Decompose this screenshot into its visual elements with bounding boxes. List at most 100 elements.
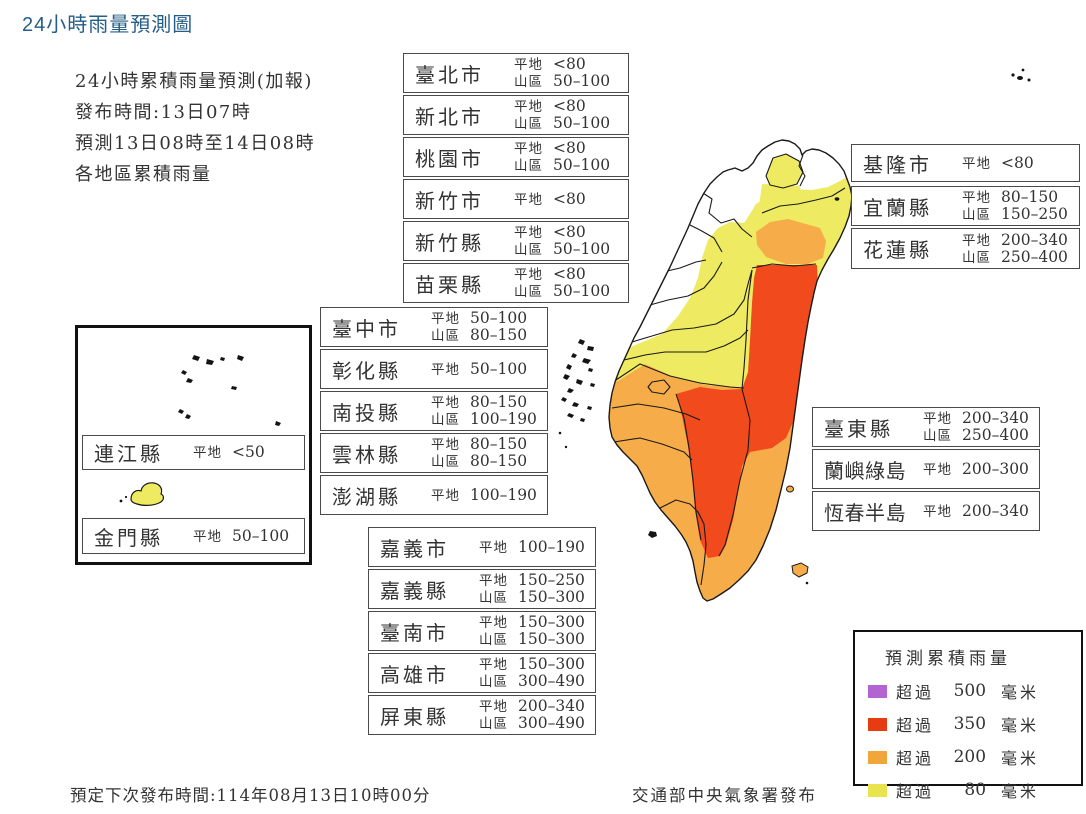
offshore-islands-inset-box — [75, 325, 312, 565]
plain-label: 平地 — [514, 225, 543, 241]
plain-value: 150–250 — [518, 571, 585, 589]
plain-value: 50–100 — [470, 309, 528, 327]
plain-value: 200–300 — [962, 459, 1029, 478]
mountain-label: 山區 — [514, 284, 543, 300]
taiwan-island-outline — [608, 139, 853, 602]
header-line-2: 發布時間:13日07時 — [75, 102, 252, 123]
county-name: 屏東縣 — [380, 704, 449, 729]
legend-value: 200 — [953, 747, 987, 767]
mountain-label: 山區 — [431, 454, 460, 470]
legend-swatch-purple — [868, 684, 887, 698]
mountain-value: 50–100 — [553, 156, 611, 174]
county-name: 臺北市 — [415, 62, 484, 87]
legend-swatch-orange — [868, 750, 887, 764]
plain-label: 平地 — [431, 395, 460, 411]
mountain-label: 山區 — [923, 428, 952, 444]
plain-value: <80 — [553, 265, 586, 283]
plain-value: 200–340 — [962, 409, 1029, 427]
plain-label: 平地 — [479, 539, 508, 556]
county-name: 澎湖縣 — [332, 484, 401, 509]
forecast-box-kinmen: 金門縣 平地 50–100 — [82, 518, 305, 554]
legend-value: 350 — [953, 714, 987, 734]
plain-label: 平地 — [479, 615, 508, 631]
legend-row-80: 超過 80 毫米 — [868, 778, 1081, 802]
mountain-label: 山區 — [479, 674, 508, 690]
legend-unit: 毫米 — [1001, 716, 1040, 735]
county-name: 新竹市 — [415, 188, 484, 213]
county-name: 新北市 — [415, 104, 484, 129]
orchid-island — [791, 562, 809, 578]
mountain-value: 300–490 — [518, 714, 585, 732]
forecast-box-chiayi-county: 嘉義縣 平地 150–250 山區 150–300 — [368, 569, 596, 609]
mountain-value: 150–300 — [518, 588, 585, 606]
county-name: 雲林縣 — [332, 442, 401, 467]
kinmen-island — [130, 482, 165, 506]
county-name: 基隆市 — [863, 152, 932, 177]
forecast-box-yilan: 宜蘭縣 平地 80–150 山區 150–250 — [851, 186, 1080, 226]
legend-swatch-yellow — [868, 783, 887, 797]
county-name: 恆春半島 — [824, 500, 906, 525]
legend-label: 超過 — [896, 749, 935, 768]
forecast-box-pingtung: 屏東縣 平地 200–340 山區 300–490 — [368, 695, 596, 735]
plain-label: 平地 — [193, 528, 222, 545]
county-name: 南投縣 — [332, 400, 401, 425]
plain-label: 平地 — [514, 99, 543, 115]
forecast-box-hsinchu-city: 新竹市 平地 <80 — [403, 179, 629, 219]
mountain-value: 50–100 — [553, 72, 611, 90]
legend-swatch-red — [868, 717, 887, 731]
plain-label: 平地 — [193, 445, 222, 461]
county-name: 臺南市 — [380, 620, 449, 645]
mountain-label: 山區 — [962, 249, 991, 266]
forecast-box-penghu: 澎湖縣 平地 100–190 — [320, 475, 548, 515]
north-islets — [1011, 68, 1031, 82]
rainfall-legend: 預測累積雨量 超過 500 毫米 超過 350 毫米 超過 200 毫米 超過 … — [853, 630, 1083, 801]
plain-label: 平地 — [514, 141, 543, 157]
mountain-value: 150–250 — [1001, 205, 1068, 223]
mountain-value: 50–100 — [553, 114, 611, 132]
plain-label: 平地 — [514, 191, 543, 208]
guishan-island — [834, 197, 840, 201]
plain-value: 150–300 — [518, 655, 585, 673]
plain-label: 平地 — [431, 437, 460, 453]
plain-label: 平地 — [923, 461, 952, 478]
county-name: 蘭嶼綠島 — [824, 458, 906, 483]
mountain-value: 50–100 — [553, 282, 611, 300]
plain-label: 平地 — [962, 232, 991, 249]
plain-label: 平地 — [923, 503, 952, 520]
county-name: 彰化縣 — [332, 358, 401, 383]
legend-row-200: 超過 200 毫米 — [868, 745, 1081, 769]
mountain-label: 山區 — [514, 158, 543, 174]
legend-value: 500 — [953, 681, 987, 701]
plain-label: 平地 — [431, 361, 460, 378]
plain-value: 50–100 — [232, 526, 290, 545]
mountain-value: 80–150 — [470, 452, 528, 470]
forecast-box-chiayi-city: 嘉義市 平地 100–190 — [368, 527, 596, 567]
kinmen-islet — [124, 495, 128, 499]
plain-value: <80 — [1001, 153, 1034, 172]
page-title: 24小時雨量預測圖 — [22, 14, 194, 36]
header-line-1: 24小時累積雨量預測(加報) — [75, 71, 313, 92]
region-fill-taipei-basin — [766, 154, 803, 188]
plain-value: <80 — [553, 223, 586, 241]
forecast-box-keelung: 基隆市 平地 <80 — [851, 144, 1080, 182]
forecast-box-hsinchu-county: 新竹縣 平地 <80 山區 50–100 — [403, 221, 629, 261]
issuer-text: 交通部中央氣象署發布 — [632, 786, 817, 805]
next-release-time: 預定下次發布時間:114年08月13日10時00分 — [70, 786, 431, 805]
plain-value: 200–340 — [518, 697, 585, 715]
legend-row-350: 超過 350 毫米 — [868, 712, 1081, 736]
matsu-islands — [178, 355, 281, 426]
legend-label: 超過 — [896, 782, 935, 801]
plain-value: 80–150 — [1001, 188, 1059, 206]
region-fill-over-350 — [676, 265, 818, 558]
mountain-value: 100–190 — [470, 410, 537, 428]
green-island — [786, 485, 794, 493]
plain-value: <50 — [232, 443, 265, 461]
region-fill-newtaipei-mountain — [759, 184, 800, 223]
mountain-value: 150–300 — [518, 630, 585, 648]
plain-value: <80 — [553, 97, 586, 115]
legend-value: 80 — [964, 780, 987, 800]
county-name: 新竹縣 — [415, 230, 484, 255]
forecast-box-hengchun-peninsula: 恆春半島 平地 200–340 — [812, 491, 1040, 531]
forecast-header: 24小時累積雨量預測(加報) 發布時間:13日07時 預測13日08時至14日0… — [75, 66, 315, 190]
